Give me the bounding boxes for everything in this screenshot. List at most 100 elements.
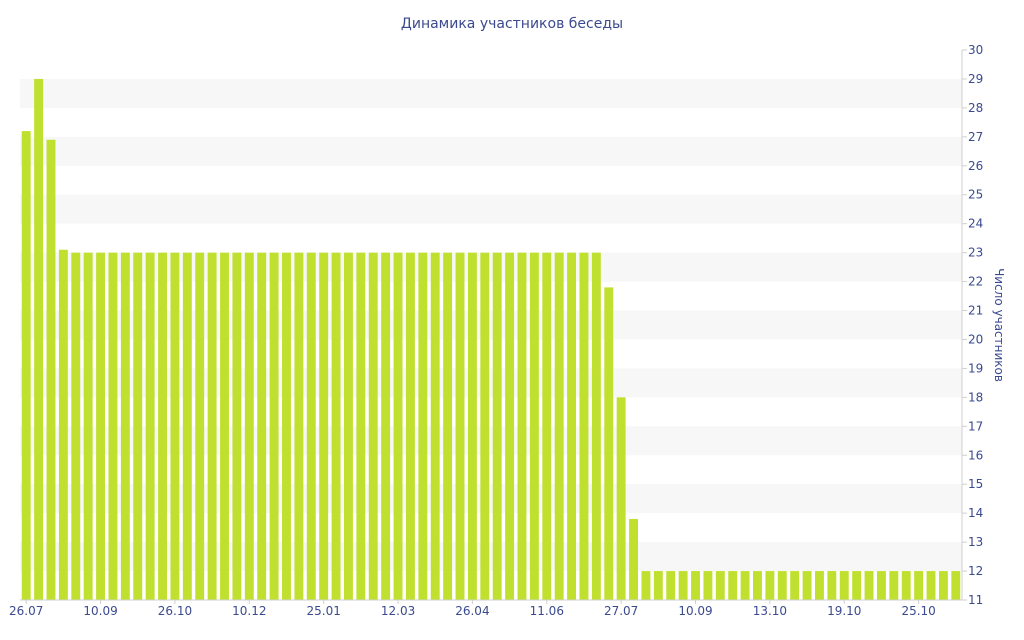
bar[interactable] [467, 252, 477, 600]
bar[interactable] [120, 252, 130, 600]
x-tick-label: 10.09 [678, 604, 712, 618]
y-tick-label: 19 [968, 361, 983, 375]
bar[interactable] [232, 252, 242, 600]
bar[interactable] [728, 571, 738, 600]
bar[interactable] [889, 571, 899, 600]
bar[interactable] [864, 571, 874, 600]
bar[interactable] [282, 252, 291, 600]
grid-stripe [20, 136, 962, 166]
bar[interactable] [492, 252, 502, 600]
bar[interactable] [839, 571, 849, 600]
bar[interactable] [34, 78, 44, 600]
bar[interactable] [46, 139, 56, 601]
y-tick-label: 12 [968, 564, 983, 578]
x-tick-label: 10.09 [83, 604, 117, 618]
y-tick-label: 15 [968, 477, 983, 491]
bar[interactable] [926, 571, 936, 600]
y-tick-label: 25 [968, 188, 983, 202]
bar[interactable] [257, 252, 267, 600]
bar[interactable] [21, 131, 31, 601]
bar[interactable] [901, 571, 911, 600]
bar[interactable] [938, 571, 948, 600]
bar[interactable] [182, 252, 192, 600]
bar[interactable] [591, 252, 601, 600]
bar[interactable] [641, 571, 651, 600]
bar[interactable] [914, 571, 924, 600]
y-tick-label: 29 [968, 72, 983, 86]
bar[interactable] [145, 252, 155, 600]
bar[interactable] [405, 252, 415, 600]
bar[interactable] [207, 252, 217, 600]
bar[interactable] [430, 252, 440, 600]
bar[interactable] [244, 252, 254, 600]
bar[interactable] [505, 252, 515, 600]
bar[interactable] [815, 571, 824, 600]
bar[interactable] [715, 571, 725, 600]
y-tick-label: 14 [968, 506, 983, 520]
x-tick-label: 26.04 [455, 604, 489, 618]
bar[interactable] [554, 252, 564, 600]
x-tick-label: 26.10 [158, 604, 192, 618]
y-tick-label: 23 [968, 246, 983, 260]
bar[interactable] [777, 571, 787, 600]
bar[interactable] [802, 571, 812, 600]
x-axis: 26.07 10.09 26.10 10.12 25.01 12.03 26.04 11.06… [9, 599, 962, 618]
y-tick-label: 30 [968, 43, 983, 57]
bar[interactable] [517, 252, 527, 600]
bar[interactable] [319, 252, 329, 600]
bar[interactable] [58, 249, 68, 601]
bar[interactable] [133, 252, 143, 600]
bar[interactable] [790, 571, 800, 600]
bar[interactable] [269, 252, 279, 600]
bar[interactable] [666, 571, 676, 600]
bar[interactable] [480, 252, 490, 600]
bar[interactable] [542, 252, 552, 600]
bar[interactable] [753, 571, 762, 600]
y-tick-label: 28 [968, 101, 983, 115]
bar[interactable] [678, 571, 688, 600]
bar[interactable] [158, 252, 167, 600]
bar[interactable] [368, 252, 378, 600]
bar[interactable] [951, 571, 961, 600]
x-tick-label: 19.10 [827, 604, 861, 618]
bar[interactable] [170, 252, 180, 600]
grid-stripe [20, 78, 962, 108]
y-axis-label: Число участников [992, 268, 1006, 382]
bar[interactable] [443, 252, 453, 600]
y-tick-label: 26 [968, 159, 983, 173]
bar[interactable] [691, 571, 700, 600]
bar[interactable] [96, 252, 106, 600]
bar[interactable] [381, 252, 391, 600]
bar[interactable] [356, 252, 366, 600]
bar[interactable] [827, 571, 837, 600]
bar[interactable] [765, 571, 775, 600]
bar[interactable] [455, 252, 465, 600]
bar[interactable] [393, 252, 403, 600]
y-axis: 11 12 13 14 15 16 17 18 19 20 21 22 23 24 25 26 27 28 29 30 [961, 43, 983, 607]
bar[interactable] [567, 252, 577, 600]
bar[interactable] [629, 518, 638, 600]
bar[interactable] [71, 252, 81, 600]
x-tick-label: 10.12 [232, 604, 266, 618]
bar[interactable] [306, 252, 316, 600]
bar[interactable] [616, 397, 626, 600]
bar[interactable] [604, 287, 614, 600]
bar[interactable] [294, 252, 304, 600]
y-tick-label: 21 [968, 304, 983, 318]
bar[interactable] [83, 252, 93, 600]
bar[interactable] [418, 252, 428, 600]
bar[interactable] [344, 252, 353, 600]
bar[interactable] [579, 252, 589, 600]
bar[interactable] [529, 252, 539, 600]
grid-stripe [20, 194, 962, 224]
bar[interactable] [108, 252, 118, 600]
bar[interactable] [331, 252, 341, 600]
bar[interactable] [703, 571, 713, 600]
bar[interactable] [740, 571, 750, 600]
bar[interactable] [220, 252, 229, 600]
bar[interactable] [653, 571, 663, 600]
bar[interactable] [852, 571, 862, 600]
bar[interactable] [195, 252, 205, 600]
bar[interactable] [876, 571, 886, 600]
